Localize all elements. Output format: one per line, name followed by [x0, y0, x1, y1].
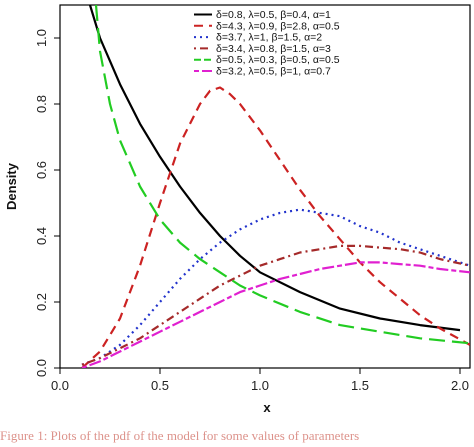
x-tick-label: 2.0 — [451, 378, 469, 393]
legend-label-4: δ=3.4, λ=0.8, β=1.5, α=3 — [216, 43, 331, 55]
x-tick-label: 0.0 — [51, 378, 69, 393]
x-tick-label: 0.5 — [151, 378, 169, 393]
series-line-4 — [81, 244, 470, 366]
x-tick-label: 1.5 — [351, 378, 369, 393]
series-line-2 — [81, 86, 470, 368]
y-tick-label: 0.4 — [34, 227, 49, 245]
series-line-1 — [88, 5, 461, 332]
series-line-6 — [81, 261, 470, 368]
y-tick-label: 0.8 — [34, 95, 49, 113]
x-tick-label: 1.0 — [251, 378, 269, 393]
plot-frame — [59, 4, 471, 369]
y-tick-label: 1.0 — [34, 29, 49, 47]
legend-label-2: δ=4.3, λ=0.9, β=2.8, α=0.5 — [216, 20, 340, 32]
figure-caption: Figure 1: Plots of the pdf of the model … — [0, 428, 360, 443]
legend-label-3: δ=3.7, λ=1, β=1.5, α=2 — [216, 32, 322, 44]
legend-label-6: δ=3.2, λ=0.5, β=1, α=0.7 — [216, 66, 331, 78]
legend-label-5: δ=0.5, λ=0.3, β=0.5, α=0.5 — [216, 54, 340, 66]
y-tick-label: 0.6 — [34, 161, 49, 179]
y-tick-label: 0.2 — [34, 293, 49, 311]
x-axis-title: x — [263, 400, 271, 415]
y-tick-label: 0.0 — [34, 359, 49, 377]
y-axis-title: Density — [4, 162, 19, 210]
legend-label-1: δ=0.8, λ=0.5, β=0.4, α=1 — [216, 9, 331, 21]
series-line-5 — [94, 5, 470, 345]
